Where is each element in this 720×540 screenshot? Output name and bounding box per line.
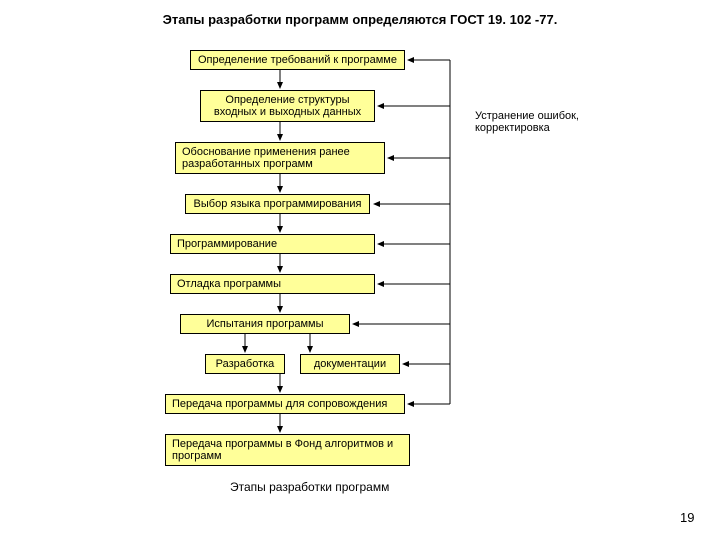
box-structure: Определение структуры входных и выходных… <box>200 90 375 122</box>
diagram-caption: Этапы разработки программ <box>230 480 389 494</box>
box-requirements: Определение требований к программе <box>190 50 405 70</box>
box-programming: Программирование <box>170 234 375 254</box>
diagram-title: Этапы разработки программ определяются Г… <box>0 12 720 27</box>
box-dev: Разработка <box>205 354 285 374</box>
feedback-label: Устранение ошибок, корректировка <box>475 110 585 134</box>
box-justify: Обоснование применения ранее разработанн… <box>175 142 385 174</box>
box-debug: Отладка программы <box>170 274 375 294</box>
box-transfer: Передача программы для сопровождения <box>165 394 405 414</box>
box-test: Испытания программы <box>180 314 350 334</box>
page-number: 19 <box>680 510 694 525</box>
box-fund: Передача программы в Фонд алгоритмов и п… <box>165 434 410 466</box>
box-language: Выбор языка программирования <box>185 194 370 214</box>
box-doc: документации <box>300 354 400 374</box>
